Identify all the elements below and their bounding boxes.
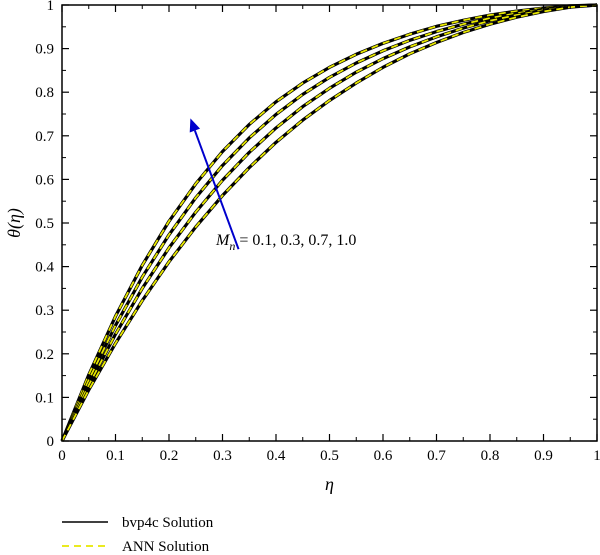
y-tick-label: 1: [47, 0, 55, 14]
y-tick-label: 0.8: [35, 85, 54, 101]
y-tick-label: 0: [47, 434, 55, 450]
x-tick-label: 0.6: [374, 448, 393, 464]
parameter-label: Mn = 0.1, 0.3, 0.7, 1.0: [215, 232, 356, 253]
x-tick-label: 0.4: [267, 448, 286, 464]
y-tick-label: 0.5: [35, 216, 54, 232]
x-tick-label: 0.9: [534, 448, 553, 464]
plot-frame: [61, 4, 598, 442]
ann-curve-0.1: [61, 4, 598, 442]
parameter-arrow: [193, 130, 240, 250]
legend: bvp4c Solution ANN Solution: [62, 515, 214, 555]
y-axis-title: θ(η): [4, 208, 25, 238]
curves: [60, 3, 598, 442]
bvp4c-curve-0.7: [60, 3, 598, 442]
y-tick-label: 0.4: [35, 260, 54, 276]
axis-ticks: 0 0.1 0.2 0.3 0.4 0.5 0.6 0.7 0.8 0.9 1 0 0.1 0.2 0.3 0…: [35, 0, 600, 464]
x-tick-label: 0.7: [427, 448, 446, 464]
y-tick-label: 0.9: [35, 42, 54, 58]
ann-curve-0.7: [61, 4, 598, 442]
x-axis-title: η: [325, 474, 334, 494]
x-tick-label: 0.5: [320, 448, 339, 464]
legend-label-ann: ANN Solution: [122, 539, 210, 555]
x-tick-label: 0: [58, 448, 66, 464]
parameter-symbol: M: [215, 232, 231, 249]
bvp4c-curve-1.0: [60, 3, 598, 442]
x-tick-label: 0.2: [160, 448, 179, 464]
y-tick-label: 0.7: [35, 129, 54, 145]
bvp4c-curve-0.1: [60, 3, 598, 442]
y-tick-label: 0.3: [35, 303, 54, 319]
bvp4c-curve-0.3: [60, 3, 598, 442]
ann-curve-1.0: [61, 4, 598, 442]
y-tick-label: 0.6: [35, 172, 54, 188]
x-tick-label: 0.8: [481, 448, 500, 464]
parameter-arrow-head: [189, 118, 201, 133]
parameter-values: = 0.1, 0.3, 0.7, 1.0: [239, 232, 356, 249]
parameter-subscript: n: [229, 239, 235, 253]
y-tick-label: 0.2: [35, 347, 54, 363]
ann-curve-0.3: [61, 4, 598, 442]
x-tick-label: 1: [593, 448, 600, 464]
x-tick-label: 0.1: [106, 448, 125, 464]
x-tick-label: 0.3: [213, 448, 232, 464]
parameter-annotation: Mn = 0.1, 0.3, 0.7, 1.0: [189, 118, 356, 253]
y-tick-label: 0.1: [35, 390, 54, 406]
legend-label-bvp4c: bvp4c Solution: [122, 515, 214, 531]
